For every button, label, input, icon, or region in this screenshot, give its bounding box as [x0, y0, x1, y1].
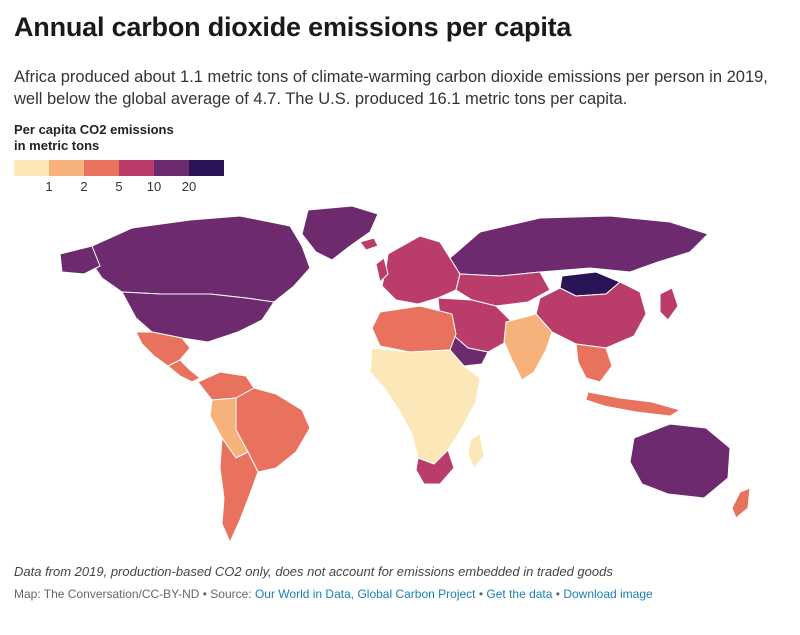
- region-south-asia: [503, 313, 553, 381]
- map-subtitle: Africa produced about 1.1 metric tons of…: [14, 68, 768, 108]
- legend-tick: 20: [181, 179, 197, 194]
- world-choropleth-map: [59, 205, 751, 543]
- region-madagascar: [467, 433, 485, 469]
- get-data-link[interactable]: Get the data: [486, 587, 553, 601]
- region-uk: [375, 257, 389, 283]
- map-title: Annual carbon dioxide emissions per capi…: [14, 12, 572, 42]
- region-australia: [629, 423, 731, 499]
- legend-title-line2: in metric tons: [14, 138, 100, 153]
- legend-swatch: [14, 160, 49, 176]
- region-central-america: [167, 359, 201, 383]
- legend-tick: 10: [146, 179, 162, 194]
- credits-prefix: Map: The Conversation/CC-BY-ND • Source:: [14, 587, 255, 601]
- source-link[interactable]: Our World in Data, Global Carbon Project: [254, 587, 476, 601]
- region-greenland: [301, 205, 379, 261]
- region-sub-saharan-africa: [369, 347, 481, 465]
- region-japan: [659, 287, 679, 321]
- legend-title-line1: Per capita CO2 emissions: [14, 122, 174, 137]
- legend-swatch: [154, 160, 189, 176]
- region-north-africa: [371, 305, 457, 353]
- region-south-africa: [415, 449, 455, 485]
- legend-swatch: [189, 160, 224, 176]
- region-southern-cone: [219, 437, 259, 543]
- region-central-asia: [455, 271, 551, 307]
- footnote: Data from 2019, production-based CO2 onl…: [14, 564, 613, 579]
- region-indonesia: [585, 391, 681, 417]
- legend-tick: 1: [45, 179, 53, 194]
- download-image-link[interactable]: Download image: [563, 587, 653, 601]
- credits-line: Map: The Conversation/CC-BY-ND • Source:…: [14, 587, 653, 601]
- legend-tick: 5: [115, 179, 123, 194]
- region-new-zealand: [731, 487, 751, 519]
- region-alaska: [59, 245, 101, 275]
- credits-separator: •: [475, 587, 487, 601]
- legend-swatch: [119, 160, 154, 176]
- region-united-states: [121, 291, 275, 343]
- legend-color-scale: [14, 160, 224, 176]
- region-europe: [381, 235, 461, 305]
- legend-ticks: 1 2 5 10 20: [14, 179, 244, 197]
- credits-separator: •: [552, 587, 564, 601]
- legend-swatch: [49, 160, 84, 176]
- region-iceland: [359, 237, 379, 251]
- legend-title: Per capita CO2 emissions in metric tons: [14, 122, 234, 154]
- legend-tick: 2: [80, 179, 88, 194]
- region-southeast-asia: [575, 343, 613, 383]
- region-canada: [89, 215, 311, 303]
- legend-swatch: [84, 160, 119, 176]
- region-russia: [449, 215, 709, 277]
